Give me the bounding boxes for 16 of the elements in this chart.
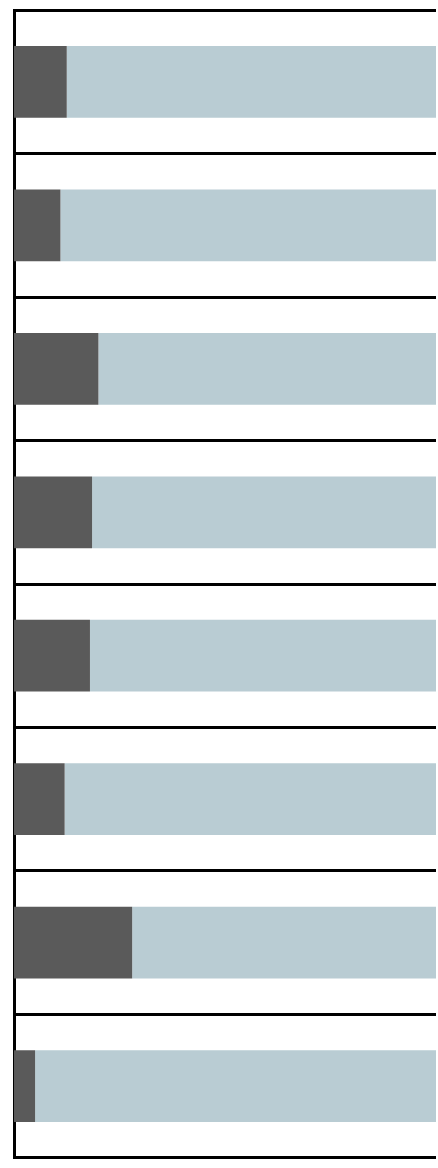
- bar: [14, 332, 99, 405]
- bar: [92, 476, 436, 549]
- bar: [132, 906, 436, 979]
- bar: [14, 476, 93, 549]
- bar: [66, 46, 436, 118]
- bar: [35, 1050, 436, 1122]
- bar: [14, 619, 90, 692]
- bar: [14, 1050, 36, 1122]
- bar: [60, 189, 436, 262]
- bar: [98, 332, 436, 405]
- bar: [14, 46, 67, 118]
- bar: [89, 619, 436, 692]
- bar: [64, 763, 436, 836]
- bar: [14, 189, 61, 262]
- bar: [14, 763, 65, 836]
- bar: [14, 906, 133, 979]
